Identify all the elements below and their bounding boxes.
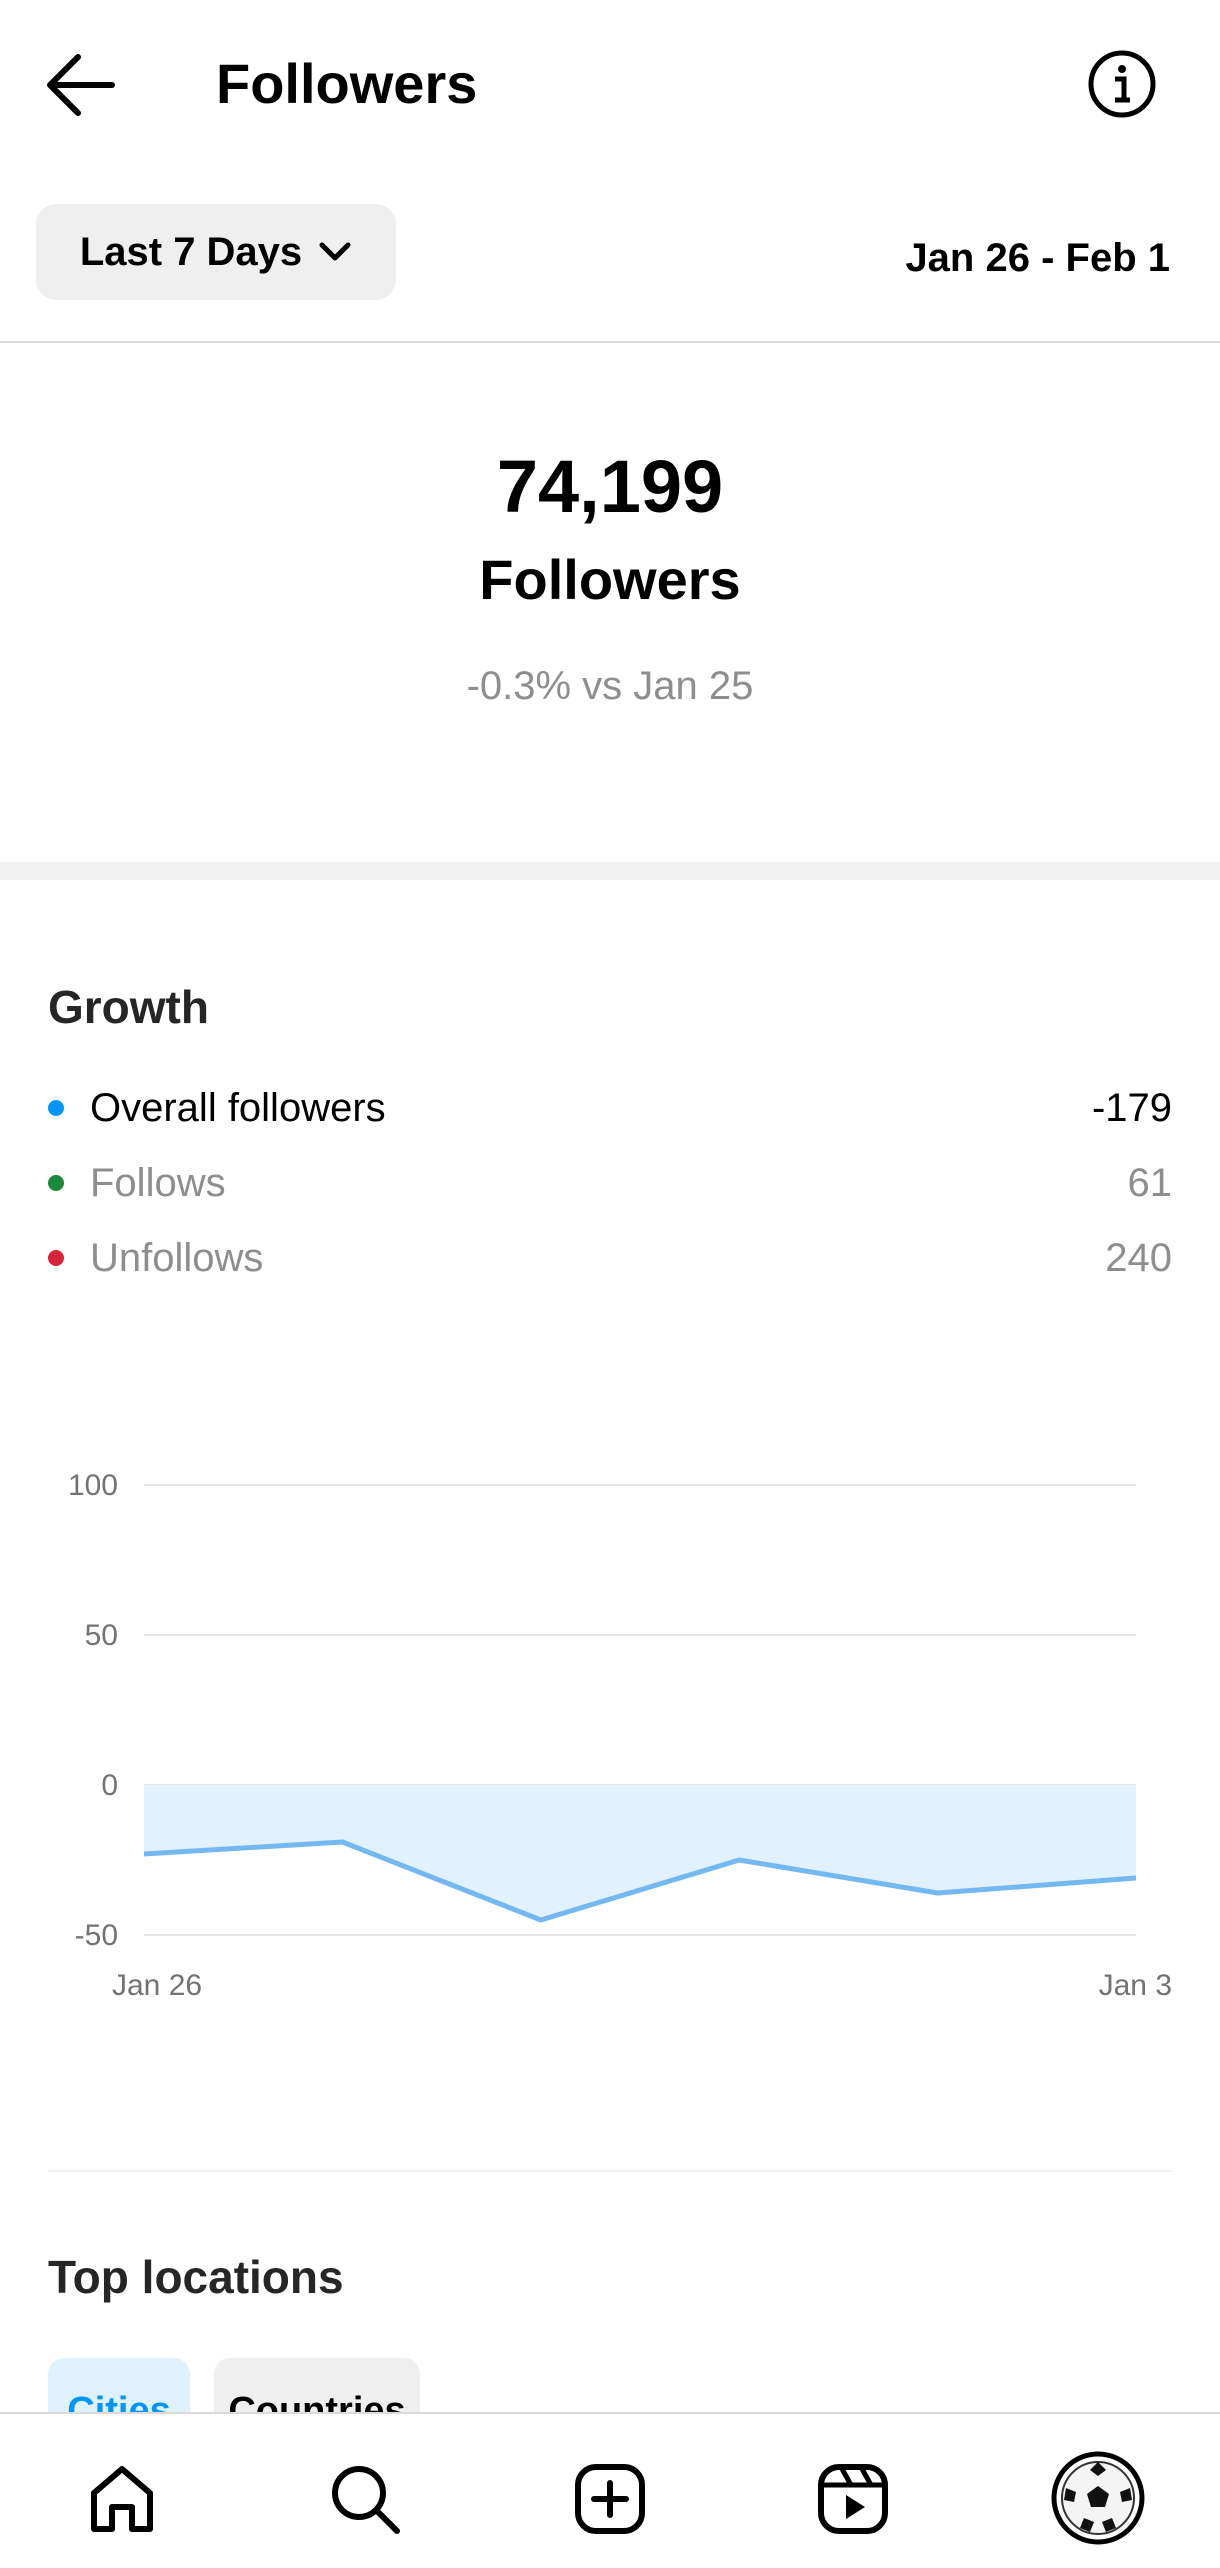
chevron-down-icon (319, 242, 351, 261)
divider (0, 341, 1220, 343)
series-line (143, 1839, 1137, 1923)
growth-title: Growth (48, 981, 209, 1033)
y-tick-label: 50 (85, 1619, 118, 1652)
info-icon (1088, 50, 1156, 118)
top-locations-title: Top locations (48, 2251, 344, 2303)
legend-row-follows[interactable]: Follows 61 (48, 1153, 1172, 1213)
x-tick-label: Jan 3 (1099, 1969, 1172, 2002)
profile-avatar-icon (1051, 2451, 1145, 2545)
nav-home[interactable] (77, 2454, 167, 2544)
x-tick-label: Jan 26 (112, 1969, 202, 2002)
followers-summary: 74,199 Followers -0.3% vs Jan 25 (0, 440, 1220, 709)
followers-change: -0.3% vs Jan 25 (466, 664, 754, 708)
arrow-left-icon (47, 54, 115, 116)
y-tick-label: -50 (75, 1919, 118, 1952)
bottom-nav (0, 2412, 1220, 2568)
legend-dot-icon (48, 1100, 64, 1116)
date-range-dropdown[interactable]: Last 7 Days (36, 204, 396, 300)
legend-value: 61 (1127, 1160, 1173, 1205)
series-area (144, 1785, 1136, 1920)
growth-chart: 100 50 0 -50 Jan 26 Jan 3 (68, 1469, 1172, 2002)
info-button[interactable] (1086, 48, 1158, 120)
date-range-text: Jan 26 - Feb 1 (905, 236, 1170, 280)
section-separator (0, 862, 1220, 880)
legend-row-unfollows[interactable]: Unfollows 240 (48, 1228, 1172, 1288)
nav-search[interactable] (320, 2454, 410, 2544)
nav-profile[interactable] (1050, 2450, 1146, 2546)
y-tick-label: 100 (68, 1469, 118, 1502)
followers-count: 74,199 (496, 445, 724, 528)
legend-label: Overall followers (90, 1085, 386, 1130)
legend-value: 240 (1105, 1235, 1172, 1280)
nav-create[interactable] (565, 2454, 655, 2544)
legend-value: -179 (1091, 1085, 1172, 1130)
create-icon (575, 2464, 645, 2534)
y-tick-label: 0 (101, 1769, 118, 1802)
search-icon (332, 2466, 400, 2534)
legend-label: Unfollows (90, 1235, 264, 1280)
date-range-dropdown-label: Last 7 Days (79, 229, 303, 274)
reels-icon (818, 2464, 888, 2534)
legend-dot-icon (48, 1175, 64, 1191)
nav-reels[interactable] (808, 2454, 898, 2544)
divider (48, 2170, 1172, 2172)
page-title: Followers (216, 52, 478, 115)
legend-dot-icon (48, 1250, 64, 1266)
legend-label: Follows (90, 1160, 226, 1205)
legend-row-overall-followers: Overall followers -179 (48, 1078, 1172, 1138)
back-button[interactable] (40, 45, 130, 125)
followers-label: Followers (479, 548, 741, 611)
home-icon (91, 2466, 153, 2532)
